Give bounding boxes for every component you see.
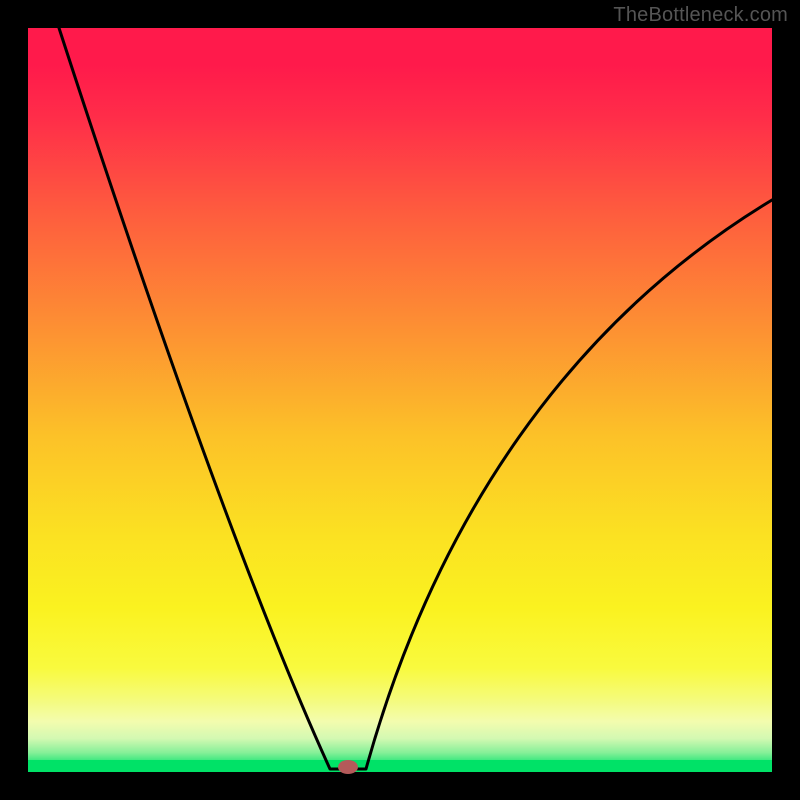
green-floor (28, 760, 772, 772)
optimal-marker (338, 760, 358, 774)
chart-canvas: TheBottleneck.com (0, 0, 800, 800)
bottleneck-chart (0, 0, 800, 800)
watermark-text: TheBottleneck.com (613, 4, 788, 27)
